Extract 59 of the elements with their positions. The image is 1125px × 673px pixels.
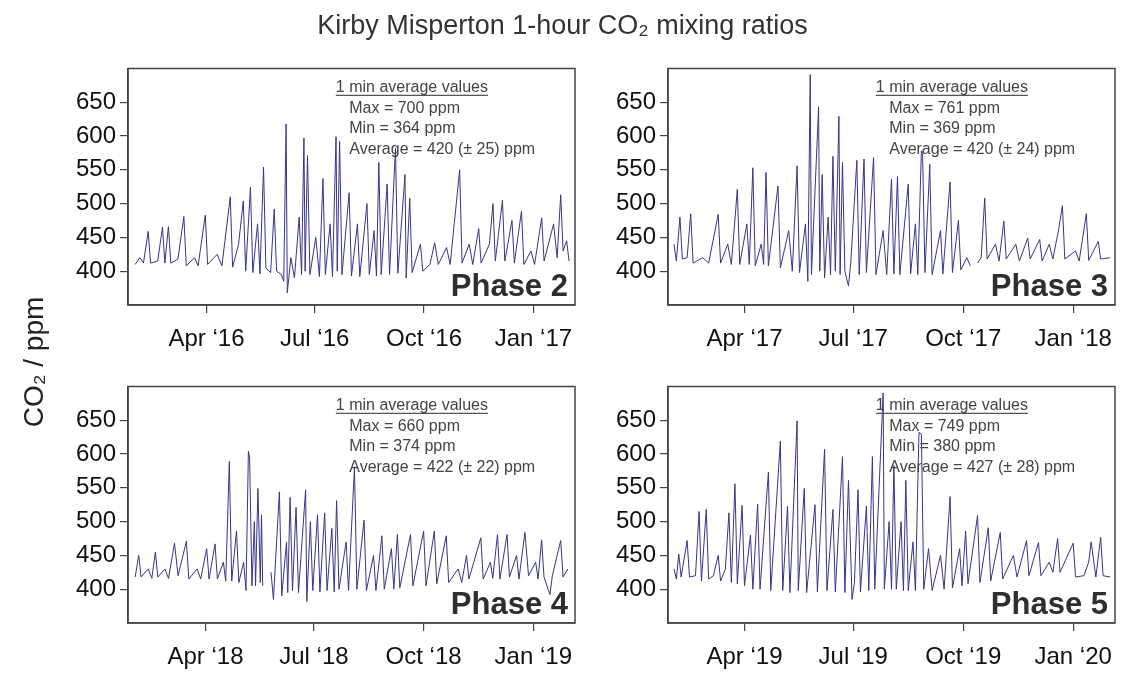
y-tick-label: 500 <box>75 506 116 534</box>
y-tick-label: 400 <box>75 255 116 283</box>
y-tick-label: 600 <box>615 438 656 466</box>
annotation: Average = 420 (± 24) ppm <box>889 139 1076 157</box>
x-tick-label: Jul ‘19 <box>818 642 888 670</box>
y-tick-label: 550 <box>615 472 656 500</box>
y-tick-label: 400 <box>75 573 116 601</box>
annotation: Phase 2 <box>450 268 568 303</box>
y-tick-label: 400 <box>615 573 656 601</box>
y-tick-label: 600 <box>75 438 116 466</box>
y-tick-label: 650 <box>615 404 656 432</box>
y-tick-label: 600 <box>75 120 116 148</box>
y-axis-title: CO₂ / ppm <box>18 296 50 428</box>
y-tick-label: 650 <box>75 404 116 432</box>
x-tick-label: Apr ‘16 <box>168 324 245 352</box>
y-tick-label: 550 <box>75 154 116 182</box>
x-tick-label: Apr ‘17 <box>706 324 783 352</box>
chart-title: Kirby Misperton 1-hour CO₂ mixing ratios <box>316 10 809 41</box>
annotation: 1 min average values <box>335 78 488 96</box>
y-tick-label: 550 <box>75 472 116 500</box>
x-tick-label: Apr ‘18 <box>167 642 244 670</box>
y-tick-label: 500 <box>615 506 656 534</box>
annotation: Max = 761 ppm <box>889 98 1000 116</box>
x-tick-label: Jan ‘20 <box>1034 642 1112 670</box>
y-tick-label: 600 <box>615 120 656 148</box>
annotation: 1 min average values <box>875 78 1028 96</box>
annotation: Phase 3 <box>990 268 1108 303</box>
annotation: Max = 660 ppm <box>349 416 460 434</box>
y-tick-label: 450 <box>75 540 116 568</box>
x-tick-label: Oct ‘18 <box>385 642 462 670</box>
annotation: Max = 700 ppm <box>349 98 460 116</box>
annotation: Average = 420 (± 25) ppm <box>349 139 536 157</box>
annotation: Min = 369 ppm <box>889 119 996 137</box>
y-tick-label: 500 <box>75 188 116 216</box>
y-tick-label: 450 <box>615 222 656 250</box>
x-tick-label: Oct ‘16 <box>385 324 463 352</box>
annotation: Min = 364 ppm <box>349 119 456 137</box>
annotation: Max = 749 ppm <box>889 416 1000 434</box>
x-tick-label: Jan ‘17 <box>494 324 573 352</box>
y-tick-label: 450 <box>75 222 116 250</box>
y-tick-label: 650 <box>615 86 656 114</box>
y-tick-label: 550 <box>615 154 656 182</box>
x-tick-label: Jul ‘18 <box>279 642 349 670</box>
x-tick-label: Jan ‘18 <box>1034 324 1112 352</box>
x-tick-label: Jul ‘17 <box>818 324 888 352</box>
annotation: Average = 422 (± 22) ppm <box>349 457 536 475</box>
x-tick-label: Jan ‘19 <box>494 642 572 670</box>
annotation: Min = 374 ppm <box>349 437 456 455</box>
y-tick-label: 500 <box>615 188 656 216</box>
x-tick-label: Oct ‘19 <box>925 642 1002 670</box>
x-tick-label: Jul ‘16 <box>279 324 350 352</box>
y-tick-label: 450 <box>615 540 656 568</box>
annotation: Phase 5 <box>990 586 1108 621</box>
x-tick-label: Oct ‘17 <box>925 324 1002 352</box>
annotation: Phase 4 <box>450 586 569 621</box>
y-tick-label: 650 <box>75 86 116 114</box>
x-tick-label: Apr ‘19 <box>706 642 783 670</box>
annotation: 1 min average values <box>335 396 488 414</box>
y-tick-label: 400 <box>615 255 656 283</box>
